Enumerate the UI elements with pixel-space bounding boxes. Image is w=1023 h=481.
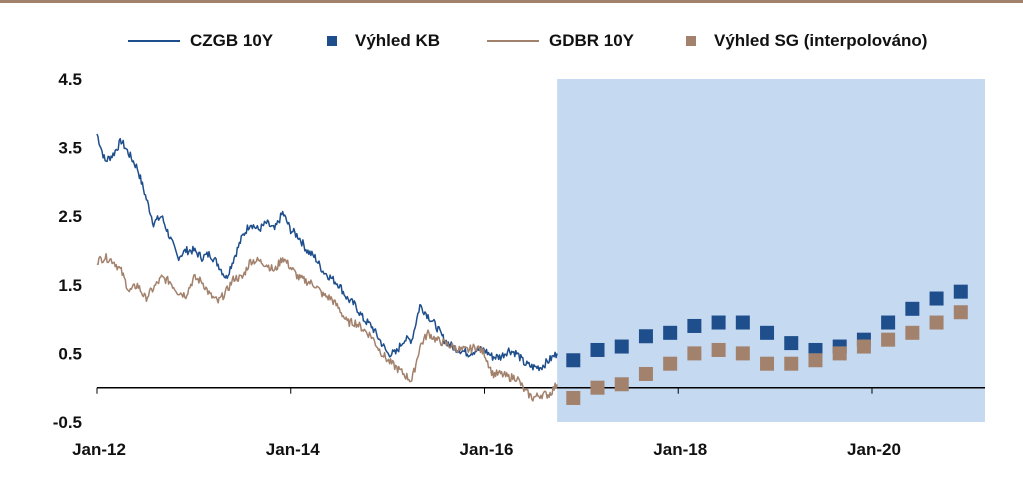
series-marker-1: [638, 329, 653, 344]
legend-label-kb: Výhled KB: [355, 31, 441, 50]
y-tick-label: 4.5: [58, 70, 82, 89]
x-tick-label: Jan-18: [653, 440, 707, 459]
legend-label-gdbr: GDBR 10Y: [549, 31, 635, 50]
series-marker-3: [929, 315, 944, 330]
legend-item-kb: Výhled KB: [327, 30, 440, 52]
series-marker-3: [735, 346, 750, 361]
series-marker-3: [953, 305, 968, 320]
y-tick-label: 3.5: [58, 139, 82, 158]
series-marker-3: [905, 325, 920, 340]
y-tick-label: 2.5: [58, 207, 82, 226]
series-marker-3: [808, 353, 823, 368]
legend-item-sg: Výhled SG (interpolováno): [686, 30, 927, 52]
series-marker-3: [760, 356, 775, 371]
series-marker-1: [953, 284, 968, 299]
series-marker-1: [566, 353, 581, 368]
series-marker-1: [687, 318, 702, 333]
series-marker-3: [566, 390, 581, 405]
y-tick-label: 1.5: [58, 276, 82, 295]
series-marker-1: [881, 315, 896, 330]
top-border: [0, 0, 1023, 3]
series-marker-1: [784, 336, 799, 351]
legend-label-czgb: CZGB 10Y: [190, 31, 274, 50]
series-marker-1: [760, 325, 775, 340]
legend-label-sg: Výhled SG (interpolováno): [714, 31, 928, 50]
series-line-0: [96, 133, 558, 372]
y-tick-label: 0.5: [58, 344, 82, 363]
series-marker-3: [784, 356, 799, 371]
legend-marker-kb: [327, 36, 337, 46]
legend-item-czgb: CZGB 10Y: [128, 30, 273, 52]
legend-line-gdbr: [487, 40, 539, 42]
legend-line-czgb: [128, 40, 180, 42]
series-marker-3: [590, 380, 605, 395]
series-marker-3: [856, 339, 871, 354]
series-marker-3: [614, 377, 629, 392]
series-marker-3: [663, 356, 678, 371]
y-tick-label: -0.5: [53, 413, 82, 432]
series-marker-3: [711, 342, 726, 357]
series-marker-1: [711, 315, 726, 330]
legend-item-gdbr: GDBR 10Y: [487, 30, 634, 52]
series-marker-1: [614, 339, 629, 354]
series-marker-3: [832, 346, 847, 361]
legend: CZGB 10Y Výhled KB GDBR 10Y Výhled SG (i…: [0, 30, 1023, 52]
x-tick-label: Jan-20: [847, 440, 901, 459]
series-marker-3: [638, 366, 653, 381]
series-marker-1: [663, 325, 678, 340]
series-marker-1: [929, 291, 944, 306]
legend-marker-sg: [686, 36, 696, 46]
x-tick-label: Jan-16: [460, 440, 514, 459]
series-marker-1: [590, 342, 605, 357]
series-line-2: [96, 252, 558, 402]
x-tick-label: Jan-12: [72, 440, 126, 459]
series-marker-1: [905, 301, 920, 316]
x-tick-label: Jan-14: [266, 440, 320, 459]
series-marker-1: [735, 315, 750, 330]
series-marker-3: [687, 346, 702, 361]
series-marker-3: [881, 332, 896, 347]
